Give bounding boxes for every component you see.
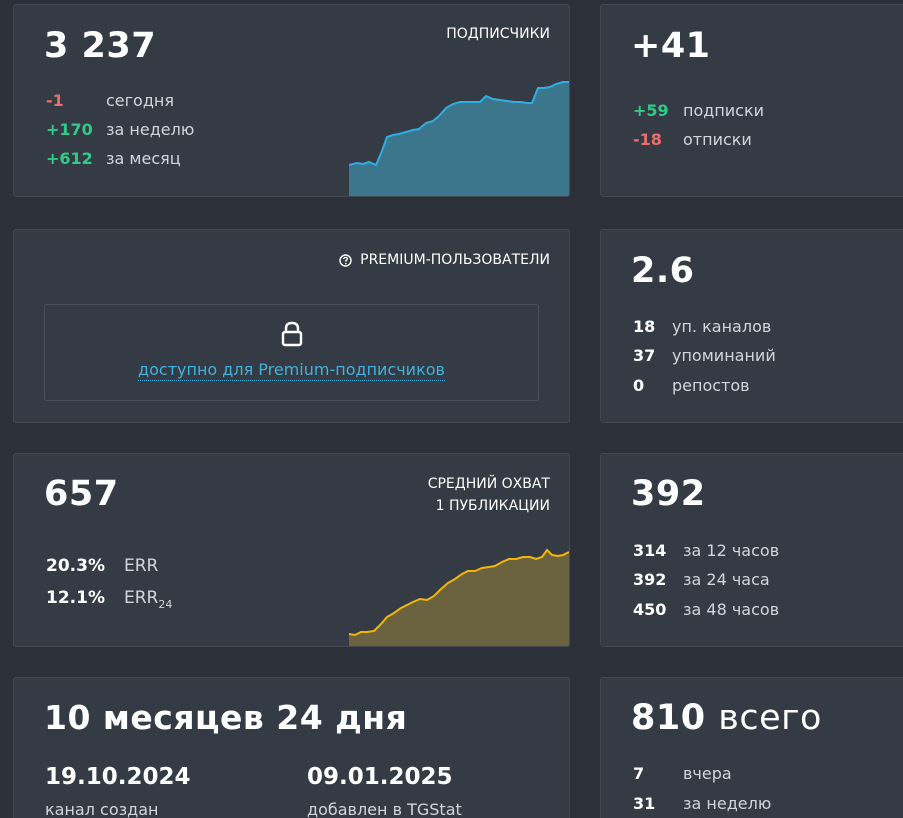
err-label: ERR [124, 556, 159, 576]
views-12h-count: 314 [633, 541, 667, 560]
subscribers-sparkline-line [349, 81, 569, 167]
stat-row-yesterday: 7 вчера [633, 764, 732, 783]
err-value: 20.3% [46, 556, 105, 576]
stat-row-err24: 12.1% ERR24 [46, 588, 173, 611]
today-label: сегодня [106, 91, 174, 110]
err24-label: ERR24 [124, 588, 173, 611]
unsubscribed-count: -18 [633, 130, 662, 149]
premium-link-wrap: доступно для Premium-подписчиков [45, 360, 538, 381]
reposts-label: репостов [672, 376, 750, 395]
subscribers-sparkline [349, 81, 569, 196]
average-reach-label: СРЕДНИЙ ОХВАТ 1 ПУБЛИКАЦИИ [428, 473, 550, 517]
err24-value: 12.1% [46, 588, 105, 608]
subscribed-label: подписки [683, 101, 765, 120]
average-reach-label-line1: СРЕДНИЙ ОХВАТ [427, 476, 550, 492]
post-views-card[interactable]: 392 314 за 12 часов 392 за 24 часа 450 з… [600, 453, 903, 647]
created-label: канал создан [45, 800, 159, 818]
question-circle-icon[interactable] [339, 253, 352, 267]
premium-label-wrap: PREMIUM-ПОЛЬЗОВАТЕЛИ [339, 249, 550, 271]
premium-users-card: PREMIUM-ПОЛЬЗОВАТЕЛИ доступно для Premiu… [13, 229, 570, 423]
premium-subscribe-link[interactable]: доступно для Premium-подписчиков [138, 360, 445, 381]
posts-yesterday-count: 7 [633, 764, 645, 783]
mentions-count: 37 [633, 346, 656, 365]
reach-sparkline [349, 548, 569, 646]
mentions-label: упоминаний [672, 346, 776, 365]
reach-sparkline-area [349, 550, 569, 646]
average-reach-value: 657 [44, 474, 119, 514]
channel-age-value: 10 месяцев 24 дня [44, 698, 408, 737]
subscribers-sparkline-area [349, 82, 569, 196]
views-24h-count: 392 [633, 570, 667, 589]
week-change: +170 [46, 120, 93, 139]
reach-sparkline-line [349, 548, 569, 637]
stat-row-unsubscribed: -18 отписки [633, 130, 752, 149]
stat-row-24h: 392 за 24 часа [633, 570, 770, 589]
average-reach-label-line2: 1 ПУБЛИКАЦИИ [435, 498, 550, 514]
views-12h-label: за 12 часов [683, 541, 780, 560]
stat-row-today: -1 сегодня [46, 91, 174, 110]
added-label: добавлен в TGStat [307, 800, 462, 818]
week-label: за неделю [106, 120, 195, 139]
stat-row-reposts: 0 репостов [633, 376, 750, 395]
post-views-value: 392 [631, 474, 706, 514]
daily-change-value: +41 [631, 26, 711, 66]
daily-change-card[interactable]: +41 +59 подписки -18 отписки [600, 4, 903, 197]
citation-index-card[interactable]: 2.6 18 уп. каналов 37 упоминаний 0 репос… [600, 229, 903, 423]
unsubscribed-label: отписки [683, 130, 752, 149]
posts-week-label: за неделю [683, 794, 772, 813]
channel-age-card[interactable]: 10 месяцев 24 дня 19.10.2024 канал созда… [13, 677, 570, 818]
today-change: -1 [46, 91, 64, 110]
stat-row-subscribed: +59 подписки [633, 101, 764, 120]
stat-row-mentions: 37 упоминаний [633, 346, 776, 365]
stat-row-posts-week: 31 за неделю [633, 794, 771, 813]
reposts-count: 0 [633, 376, 645, 395]
stat-row-week: +170 за неделю [46, 120, 194, 139]
stat-row-mentioning-channels: 18 уп. каналов [633, 317, 771, 336]
subscribers-count: 3 237 [44, 26, 157, 66]
subscribers-label: ПОДПИСЧИКИ [446, 26, 550, 42]
month-label: за месяц [106, 149, 181, 168]
posts-total-value: 810 [631, 698, 706, 738]
premium-label: PREMIUM-ПОЛЬЗОВАТЕЛИ [360, 252, 550, 268]
posts-count-card[interactable]: 810 всего 7 вчера 31 за неделю [600, 677, 903, 818]
created-date: 19.10.2024 [45, 764, 191, 790]
added-date: 09.01.2025 [307, 764, 453, 790]
posts-yesterday-label: вчера [683, 764, 732, 783]
stat-row-12h: 314 за 12 часов [633, 541, 779, 560]
citation-index-value: 2.6 [631, 251, 695, 291]
posts-week-count: 31 [633, 794, 656, 813]
views-48h-count: 450 [633, 600, 667, 619]
posts-total: 810 всего [631, 698, 822, 738]
premium-locked-box: доступно для Premium-подписчиков [44, 304, 539, 401]
average-reach-card[interactable]: 657 СРЕДНИЙ ОХВАТ 1 ПУБЛИКАЦИИ 20.3% ERR… [13, 453, 570, 647]
subscribed-count: +59 [633, 101, 669, 120]
views-24h-label: за 24 часа [683, 570, 770, 589]
views-48h-label: за 48 часов [683, 600, 780, 619]
mentioning-channels-count: 18 [633, 317, 656, 336]
stat-row-err: 20.3% ERR [46, 556, 158, 576]
mentioning-channels-label: уп. каналов [672, 317, 772, 336]
lock-icon [281, 321, 303, 347]
month-change: +612 [46, 149, 93, 168]
posts-total-suffix: всего [718, 698, 822, 738]
stat-row-48h: 450 за 48 часов [633, 600, 779, 619]
stat-row-month: +612 за месяц [46, 149, 181, 168]
subscribers-card[interactable]: 3 237 ПОДПИСЧИКИ -1 сегодня +170 за неде… [13, 4, 570, 197]
